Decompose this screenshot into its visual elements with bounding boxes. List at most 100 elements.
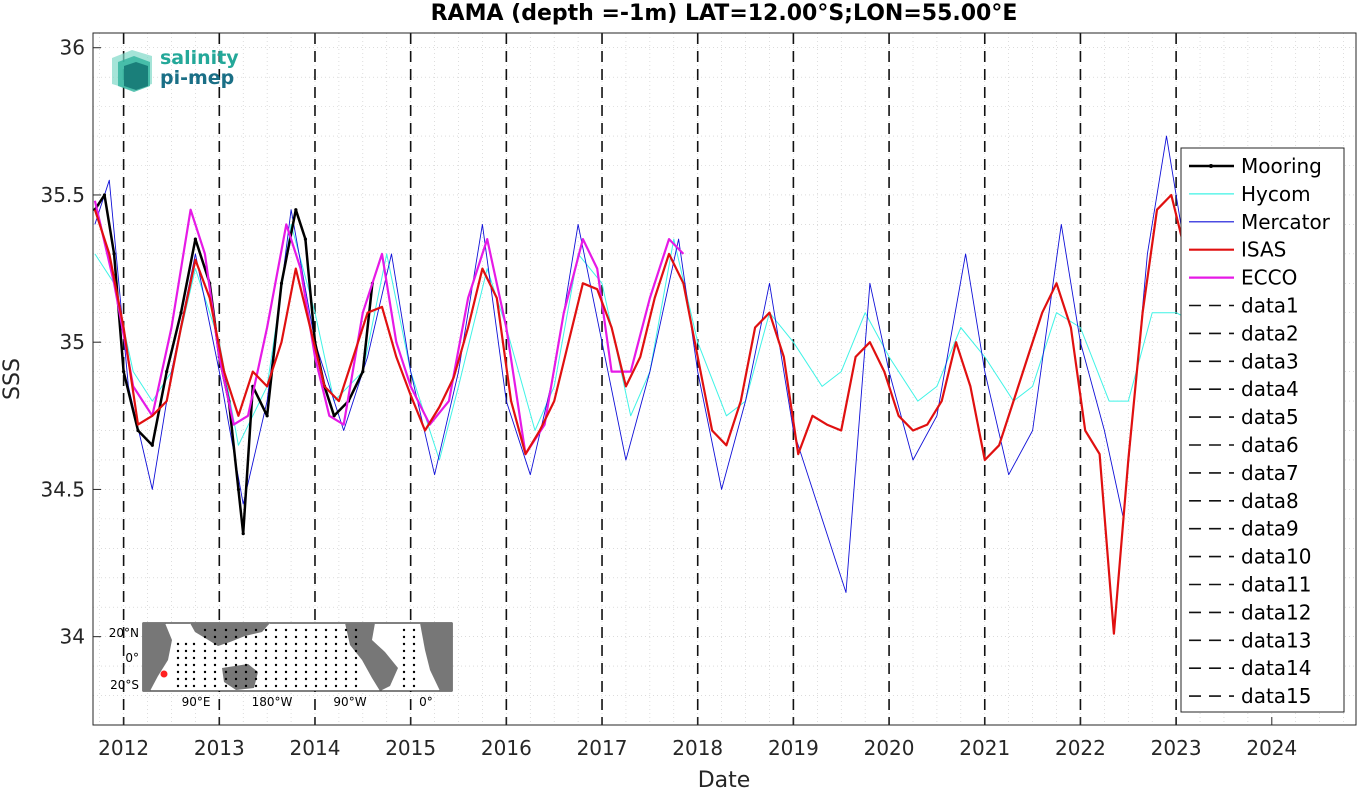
inset-mooring-dot <box>294 649 298 653</box>
inset-mooring-dot <box>304 628 308 632</box>
inset-mooring-dot <box>254 656 258 660</box>
x-tick-label: 2019 <box>768 736 819 760</box>
logo-mark-icon <box>112 50 152 92</box>
inset-mooring-dot <box>274 663 278 667</box>
inset-mooring-dot <box>284 628 288 632</box>
inset-mooring-dot <box>344 663 348 667</box>
inset-mooring-dot <box>192 656 196 660</box>
x-tick-label: 2021 <box>959 736 1010 760</box>
legend-label: data12 <box>1241 600 1312 624</box>
inset-mooring-dot <box>294 670 298 674</box>
mooring-point <box>241 531 245 536</box>
mooring-point <box>294 208 298 212</box>
inset-mooring-dot <box>176 670 180 674</box>
inset-mooring-dot <box>264 642 268 646</box>
legend-item: data13 <box>1189 628 1312 652</box>
inset-mooring-dot <box>304 635 308 639</box>
y-tick-label: 35.5 <box>40 183 85 207</box>
inset-mooring-dot <box>412 642 416 646</box>
inset-mooring-dot <box>254 649 258 653</box>
inset-mooring-dot <box>264 656 268 660</box>
year-markers <box>122 33 1177 725</box>
inset-mooring-dot <box>294 635 298 639</box>
inset-mooring-dot <box>254 628 258 632</box>
inset-mooring-dot <box>304 663 308 667</box>
inset-mooring-dot <box>192 663 196 667</box>
legend-label: ECCO <box>1241 266 1297 290</box>
x-tick-label: 2015 <box>385 736 436 760</box>
inset-mooring-dot <box>274 635 278 639</box>
inset-mooring-dot <box>304 684 308 688</box>
x-tick-label: 2020 <box>864 736 915 760</box>
legend-label: Mercator <box>1241 210 1331 234</box>
inset-mooring-dot <box>264 635 268 639</box>
inset-mooring-dot <box>224 656 228 660</box>
legend-label: data8 <box>1241 489 1299 513</box>
x-tick-label: 2013 <box>194 736 245 760</box>
inset-mooring-dot <box>354 642 358 646</box>
inset-mooring-dot <box>314 649 318 653</box>
inset-mooring-dot <box>354 684 358 688</box>
inset-mooring-dot <box>184 670 188 674</box>
inset-mooring-dot <box>213 670 217 674</box>
inset-mooring-dot <box>412 656 416 660</box>
legend-item: data9 <box>1189 517 1299 541</box>
inset-mooring-dot <box>203 663 207 667</box>
inset-mooring-dot <box>203 677 207 681</box>
legend-label: Mooring <box>1241 154 1322 178</box>
inset-map-ocean <box>142 622 453 692</box>
inset-mooring-dot <box>213 635 217 639</box>
inset-mooring-dot <box>176 684 180 688</box>
mooring-point <box>332 414 336 418</box>
inset-mooring-dot <box>176 649 180 653</box>
inset-mooring-dot <box>354 670 358 674</box>
legend-box <box>1180 147 1345 713</box>
inset-mooring-dot <box>402 628 406 632</box>
inset-mooring-dot <box>314 684 318 688</box>
legend-label: data6 <box>1241 433 1299 457</box>
inset-mooring-dot <box>176 656 180 660</box>
inset-mooring-dot <box>314 670 318 674</box>
mooring-point <box>361 370 365 374</box>
inset-mooring-dot <box>344 656 348 660</box>
x-tick-label: 2017 <box>577 736 628 760</box>
x-tick-label: 2016 <box>481 736 532 760</box>
legend-item: data15 <box>1189 684 1312 708</box>
inset-mooring-dot <box>254 684 258 688</box>
inset-mooring-dot <box>344 635 348 639</box>
y-axis-ticks: 34 34.5 35 35.5 36 <box>40 36 101 649</box>
inset-mooring-dot <box>354 677 358 681</box>
x-tick-label: 2018 <box>672 736 723 760</box>
inset-map-selected-mooring <box>160 670 168 678</box>
legend-label: data5 <box>1241 405 1299 429</box>
x-tick-label: 2023 <box>1151 736 1202 760</box>
mooring-point <box>122 370 126 374</box>
legend-item: data5 <box>1189 405 1299 429</box>
legend-item: Hycom <box>1189 182 1311 206</box>
mooring-point <box>236 487 241 492</box>
inset-mooring-dot <box>314 628 318 632</box>
series-line-mercator <box>94 135 1244 593</box>
legend-item: data10 <box>1189 545 1312 569</box>
inset-mooring-dot <box>254 677 258 681</box>
inset-mooring-dot <box>224 677 228 681</box>
inset-mooring-dot <box>234 663 238 667</box>
inset-mooring-dot <box>324 649 328 653</box>
x-axis-ticks: 2012 2013 2014 2015 2016 2017 2018 2019 2020 2021… <box>98 717 1297 760</box>
inset-map-asia <box>190 623 270 646</box>
inset-mooring-dot <box>412 684 416 688</box>
y-tick-label: 34 <box>60 625 85 649</box>
inset-mooring-dot <box>334 642 338 646</box>
inset-mooring-dot <box>264 663 268 667</box>
inset-mooring-dot <box>244 635 248 639</box>
inset-mooring-dot <box>412 663 416 667</box>
inset-mooring-dot <box>324 670 328 674</box>
legend-marker <box>1209 164 1213 168</box>
inset-mooring-dot <box>213 677 217 681</box>
inset-mooring-dot <box>264 677 268 681</box>
logo-text-pi-mep: pi-mep <box>160 67 234 89</box>
inset-mooring-dot <box>294 684 298 688</box>
inset-lon-180w: 180°W <box>252 695 293 709</box>
mooring-point <box>165 370 169 374</box>
